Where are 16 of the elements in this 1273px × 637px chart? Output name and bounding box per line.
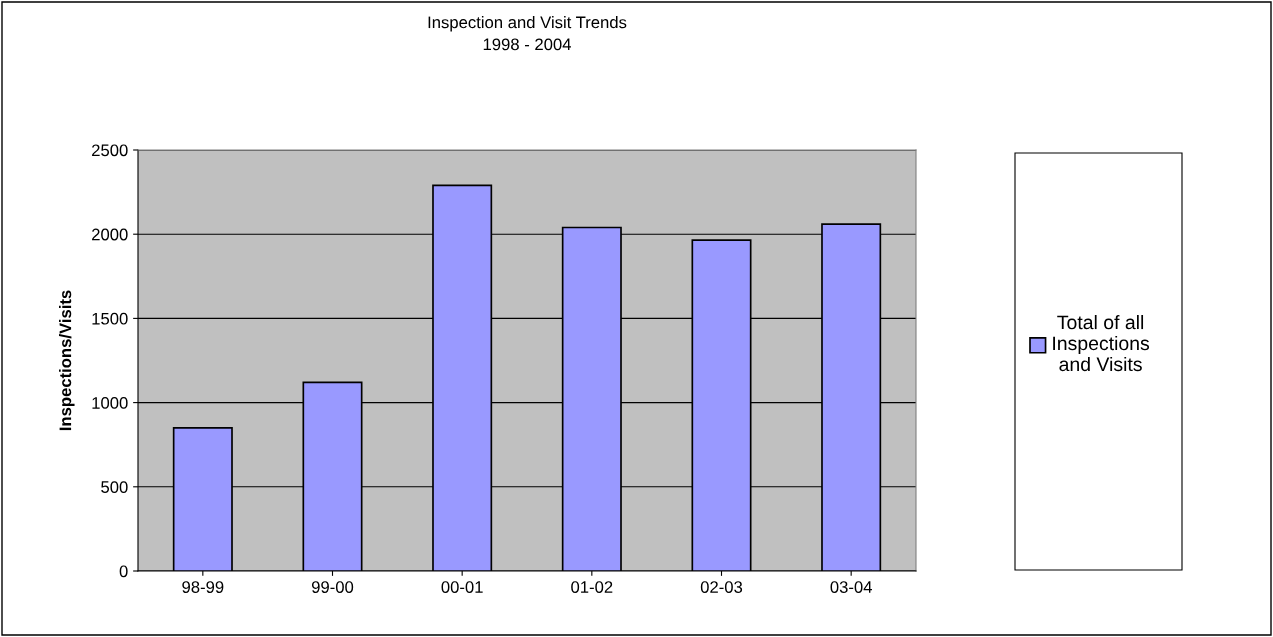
y-tick-label: 0 bbox=[119, 565, 128, 578]
x-tick-label: 00-01 bbox=[441, 581, 483, 593]
y-tick-label: 1500 bbox=[92, 312, 128, 325]
chart-title: Inspection and Visit Trends bbox=[428, 16, 627, 32]
x-tick-label: 99-00 bbox=[311, 581, 354, 593]
y-tick-label: 2000 bbox=[92, 228, 128, 241]
x-tick-label: 01-02 bbox=[571, 581, 613, 593]
chart-subtitle: 1998 - 2004 bbox=[483, 38, 571, 51]
x-tick-label: 98-99 bbox=[182, 581, 224, 593]
y-axis-title: Inspections/Visits bbox=[59, 290, 75, 431]
legend-label: Total of all Inspections and Visits bbox=[1053, 314, 1150, 372]
x-tick-label: 02-03 bbox=[700, 581, 743, 593]
y-tick-label: 500 bbox=[101, 481, 128, 493]
y-tick-label: 2500 bbox=[92, 144, 128, 157]
y-tick-label: 1000 bbox=[92, 397, 128, 409]
x-tick-label: 03-04 bbox=[830, 581, 872, 593]
